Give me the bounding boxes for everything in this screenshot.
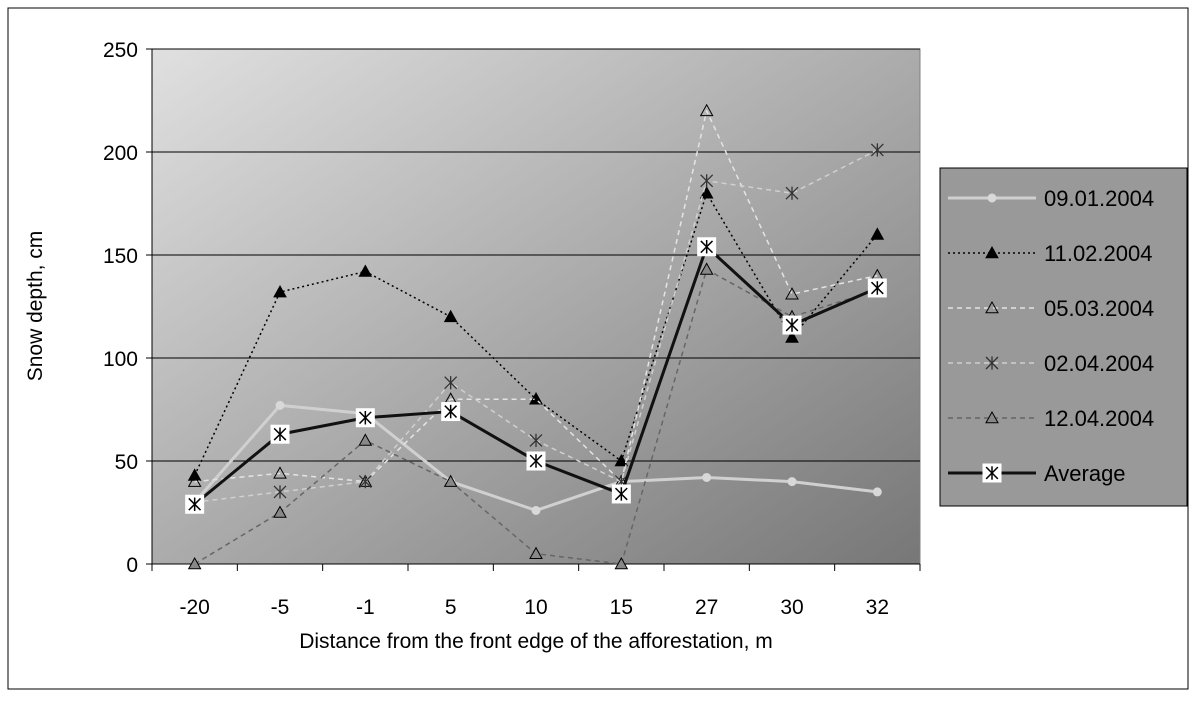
series-1-point — [443, 309, 458, 323]
y-tick-label: 100 — [103, 348, 138, 371]
x-tick-label: 30 — [780, 596, 803, 619]
series-2-point — [273, 466, 287, 479]
legend-box — [939, 167, 1188, 507]
series-5-point — [867, 278, 887, 298]
series-3-point — [444, 376, 458, 390]
series-0-point — [872, 487, 882, 497]
series-3-point — [870, 143, 884, 157]
y-tick-label: 200 — [103, 142, 138, 165]
y-tick-label: 150 — [103, 245, 138, 268]
legend-label: 12.04.2004 — [1044, 406, 1154, 431]
legend-label: 11.02.2004 — [1044, 241, 1152, 266]
series-2-point — [785, 287, 799, 300]
legend-marker-5 — [982, 463, 1002, 483]
plot-area — [151, 48, 921, 565]
series-1-point — [614, 453, 629, 467]
x-tick-label: 15 — [610, 596, 633, 619]
x-axis-label: Distance from the front edge of the affo… — [299, 630, 773, 653]
legend-label: 02.04.2004 — [1044, 351, 1154, 376]
x-tick-label: -5 — [271, 596, 290, 619]
legend-label: Average — [1044, 461, 1126, 486]
series-4-point — [273, 505, 287, 518]
series-0-point — [702, 472, 712, 482]
series-2-point — [699, 103, 714, 117]
x-tick-label: 10 — [524, 596, 547, 619]
series-4-point — [443, 474, 458, 487]
series-5-point — [355, 408, 375, 428]
x-tick-label: 5 — [445, 596, 457, 619]
legend-marker-3 — [985, 356, 999, 370]
legend-label: 09.01.2004 — [1044, 186, 1154, 211]
legend-marker-1 — [985, 245, 999, 259]
axes — [146, 48, 921, 571]
series-2-point — [187, 474, 202, 487]
series-5-point — [270, 424, 290, 444]
series-5-point — [441, 402, 461, 422]
series-3-point — [273, 485, 287, 499]
series-5-point — [611, 484, 631, 504]
legend-label: 05.03.2004 — [1044, 296, 1154, 321]
series-4-point — [187, 556, 202, 570]
series-0-point — [275, 400, 285, 410]
series-line-2 — [194, 110, 878, 483]
x-tick-labels: -20 -5 -1 5 10 15 27 30 32 — [179, 596, 889, 619]
legend-marker-0 — [987, 193, 997, 203]
legend: 09.01.2004 11.02.2004 05.03.2004 02.04.2004… — [948, 186, 1154, 486]
series-1-point — [699, 186, 714, 199]
series-5-point — [185, 494, 205, 514]
series-2-point — [529, 392, 543, 405]
series-3-point — [700, 174, 714, 188]
series-5-point — [782, 315, 802, 335]
series-4-point — [699, 262, 714, 275]
series-1-point — [870, 227, 885, 240]
series-4-point — [358, 433, 373, 446]
y-tick-label: 0 — [126, 554, 138, 577]
series-1-point — [273, 285, 287, 298]
grid-lines — [152, 48, 920, 462]
series-4-point — [529, 546, 543, 559]
x-tick-label: -1 — [356, 596, 375, 619]
y-tick-labels: 0 50 100 150 200 250 — [103, 39, 138, 577]
series-4-point — [614, 556, 629, 570]
legend-marker-4 — [985, 410, 999, 424]
series-3-point — [529, 433, 543, 447]
series-5-point — [526, 451, 546, 471]
series-1-point — [358, 264, 373, 277]
legend-marker-2 — [985, 300, 999, 314]
y-tick-label: 50 — [115, 451, 138, 474]
series-5-point — [697, 237, 717, 257]
x-tick-label: 32 — [866, 596, 889, 619]
series-lines — [185, 103, 887, 570]
y-axis-label: Snow depth, cm — [24, 231, 47, 382]
series-0-point — [531, 505, 541, 515]
series-3-point — [358, 475, 372, 489]
x-tick-label: -20 — [179, 596, 209, 619]
x-tick-label: 27 — [695, 596, 718, 619]
y-tick-label: 250 — [103, 39, 138, 62]
series-3-point — [785, 186, 799, 200]
series-1-point — [785, 330, 799, 343]
series-0-point — [787, 477, 797, 487]
